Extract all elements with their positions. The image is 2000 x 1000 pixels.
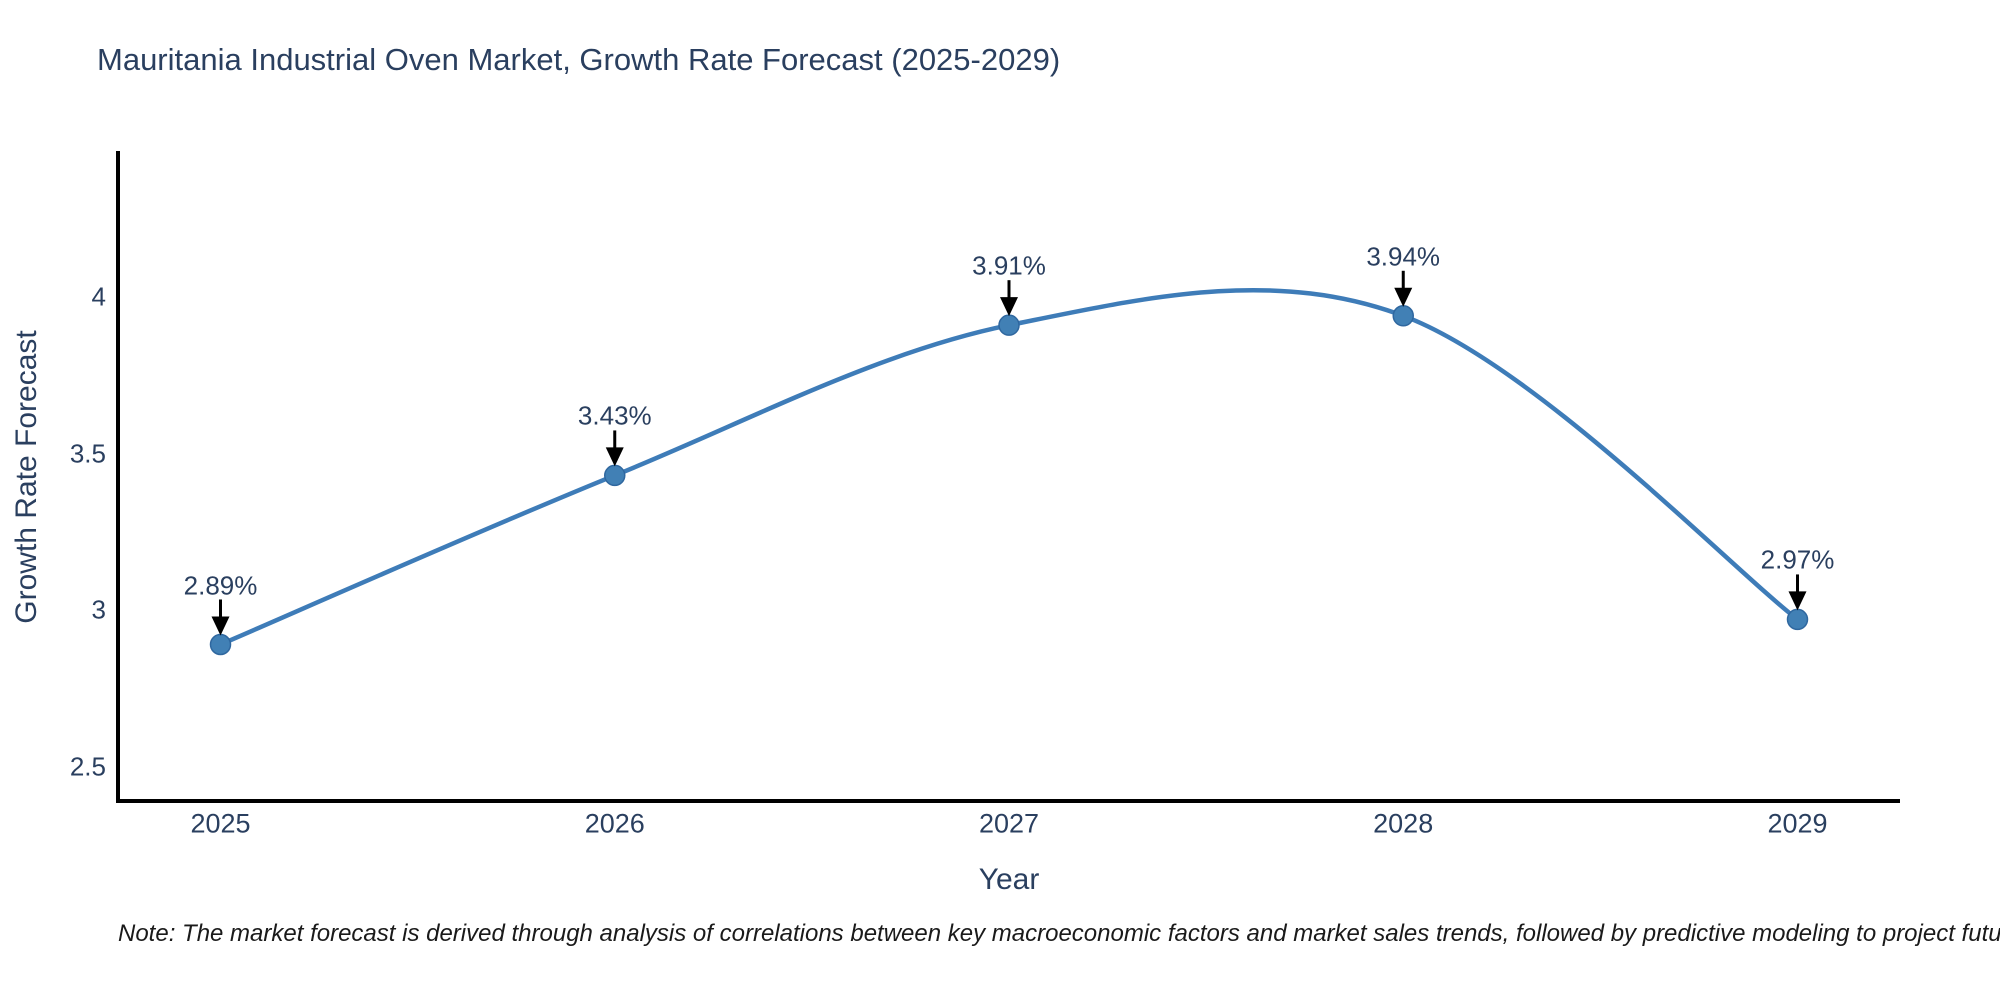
annotation-arrowhead xyxy=(1394,287,1413,307)
x-tick-label: 2026 xyxy=(584,808,645,839)
footnote: Note: The market forecast is derived thr… xyxy=(118,920,2000,947)
series-line xyxy=(219,287,1799,647)
x-tick-label: 2028 xyxy=(1373,808,1434,839)
data-point-label: 3.94% xyxy=(1366,241,1441,272)
data-point-label: 2.89% xyxy=(183,570,258,600)
data-point-marker xyxy=(604,464,626,487)
annotation-arrowhead xyxy=(1000,297,1018,317)
x-axis-title: Year xyxy=(978,863,1040,896)
chart-title: Mauritania Industrial Oven Market, Growt… xyxy=(97,42,1061,77)
data-point-marker xyxy=(1392,305,1414,327)
data-point-label: 3.91% xyxy=(972,250,1046,281)
annotation-arrowhead xyxy=(605,447,624,467)
x-tick-label: 2029 xyxy=(1767,808,1828,839)
x-tick-label: 2025 xyxy=(190,808,251,839)
y-tick-label: 3.5 xyxy=(69,438,106,468)
annotation-arrowhead xyxy=(1788,591,1807,611)
data-point-label: 3.43% xyxy=(577,400,652,431)
data-point-marker xyxy=(1786,608,1809,631)
y-tick-label: 4 xyxy=(91,281,106,312)
annotation-arrowhead xyxy=(211,616,230,636)
x-tick-label: 2027 xyxy=(978,808,1040,839)
y-tick-label: 3 xyxy=(91,594,106,625)
data-point-label: 2.97% xyxy=(1760,544,1835,575)
y-tick-label: 2.5 xyxy=(69,751,106,782)
data-point-marker xyxy=(209,633,232,656)
data-point-marker xyxy=(998,314,1020,336)
